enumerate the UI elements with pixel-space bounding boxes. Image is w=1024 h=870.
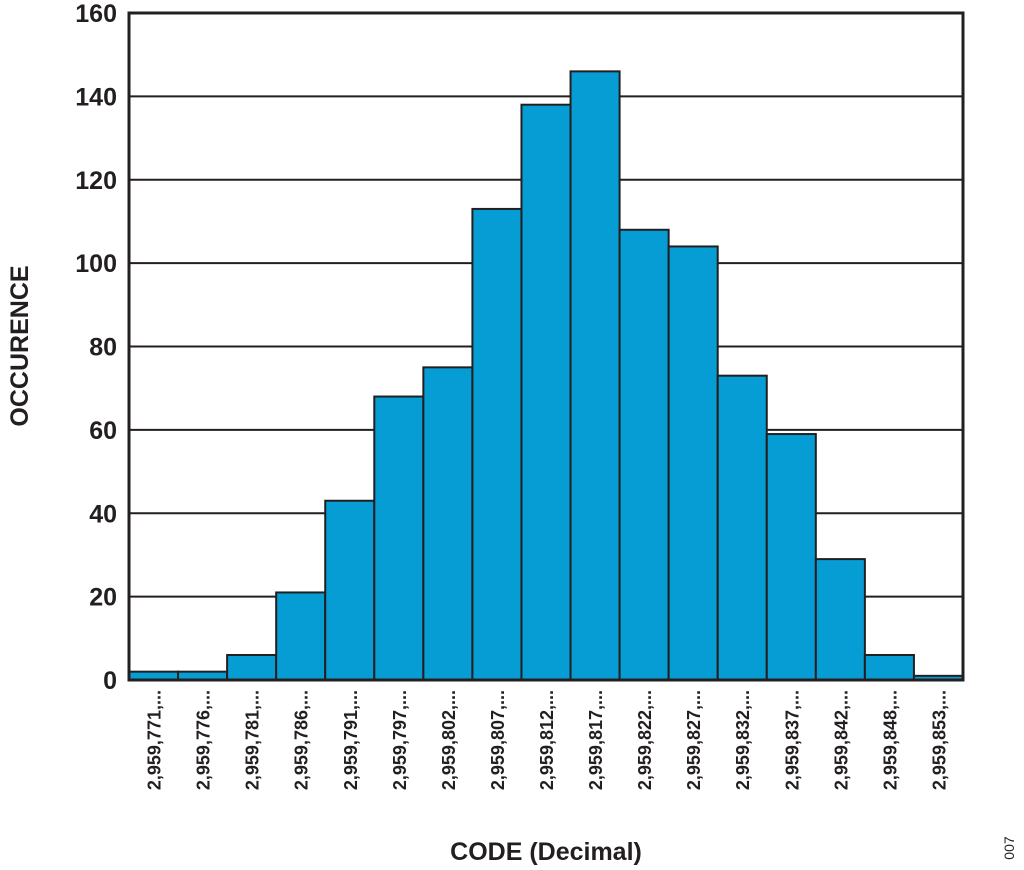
x-tick-label: 2,959,802,... xyxy=(439,690,459,790)
x-tick-label: 2,959,791,... xyxy=(341,690,361,790)
bar xyxy=(814,558,866,682)
y-axis-title: OCCURENCE xyxy=(6,265,34,426)
y-tick-label: 20 xyxy=(89,584,117,612)
y-tick-label: 140 xyxy=(75,83,117,111)
bar xyxy=(422,366,474,681)
y-axis-ticks: 0 20 40 60 80 100 120 140 160 xyxy=(75,0,117,695)
bar xyxy=(667,245,719,681)
x-tick-label: 2,959,786,... xyxy=(292,690,312,790)
bar xyxy=(520,103,572,681)
y-tick-label: 120 xyxy=(75,167,117,195)
x-tick-label: 2,959,807,... xyxy=(488,690,508,790)
x-tick-label: 2,959,781,... xyxy=(243,690,263,790)
y-tick-label: 160 xyxy=(75,0,117,28)
bar xyxy=(324,499,376,681)
y-tick-label: 0 xyxy=(103,667,117,695)
bar xyxy=(716,374,768,681)
x-tick-label: 2,959,812,... xyxy=(537,690,557,790)
x-tick-label: 2,959,822,... xyxy=(635,690,655,790)
x-axis-ticks: 2,959,771,... 2,959,776,... 2,959,781,... 2… xyxy=(145,690,950,790)
bars xyxy=(128,70,964,682)
x-axis-title: CODE (Decimal) xyxy=(450,838,642,866)
x-tick-label: 2,959,827,... xyxy=(684,690,704,790)
bar xyxy=(618,228,670,681)
y-tick-label: 60 xyxy=(89,417,117,445)
bar xyxy=(373,395,425,681)
x-tick-label: 2,959,837,... xyxy=(782,690,802,790)
bar xyxy=(765,433,817,682)
bar xyxy=(863,653,915,681)
x-tick-label: 2,959,832,... xyxy=(733,690,753,790)
x-tick-label: 2,959,848,... xyxy=(880,690,900,790)
y-tick-label: 100 xyxy=(75,250,117,278)
bar xyxy=(226,653,278,681)
x-tick-label: 2,959,771,... xyxy=(145,690,165,790)
x-tick-label: 2,959,817,... xyxy=(586,690,606,790)
figure-id: 007 xyxy=(1001,836,1017,860)
x-tick-label: 2,959,797,... xyxy=(390,690,410,790)
bar xyxy=(471,207,523,681)
bar xyxy=(569,70,621,682)
x-tick-label: 2,959,842,... xyxy=(831,690,851,790)
y-tick-label: 80 xyxy=(89,334,117,362)
bar xyxy=(275,591,327,681)
x-tick-label: 2,959,776,... xyxy=(194,690,214,790)
x-tick-label: 2,959,853,... xyxy=(929,690,949,790)
y-tick-label: 40 xyxy=(89,500,117,528)
plot-frame xyxy=(127,11,965,682)
